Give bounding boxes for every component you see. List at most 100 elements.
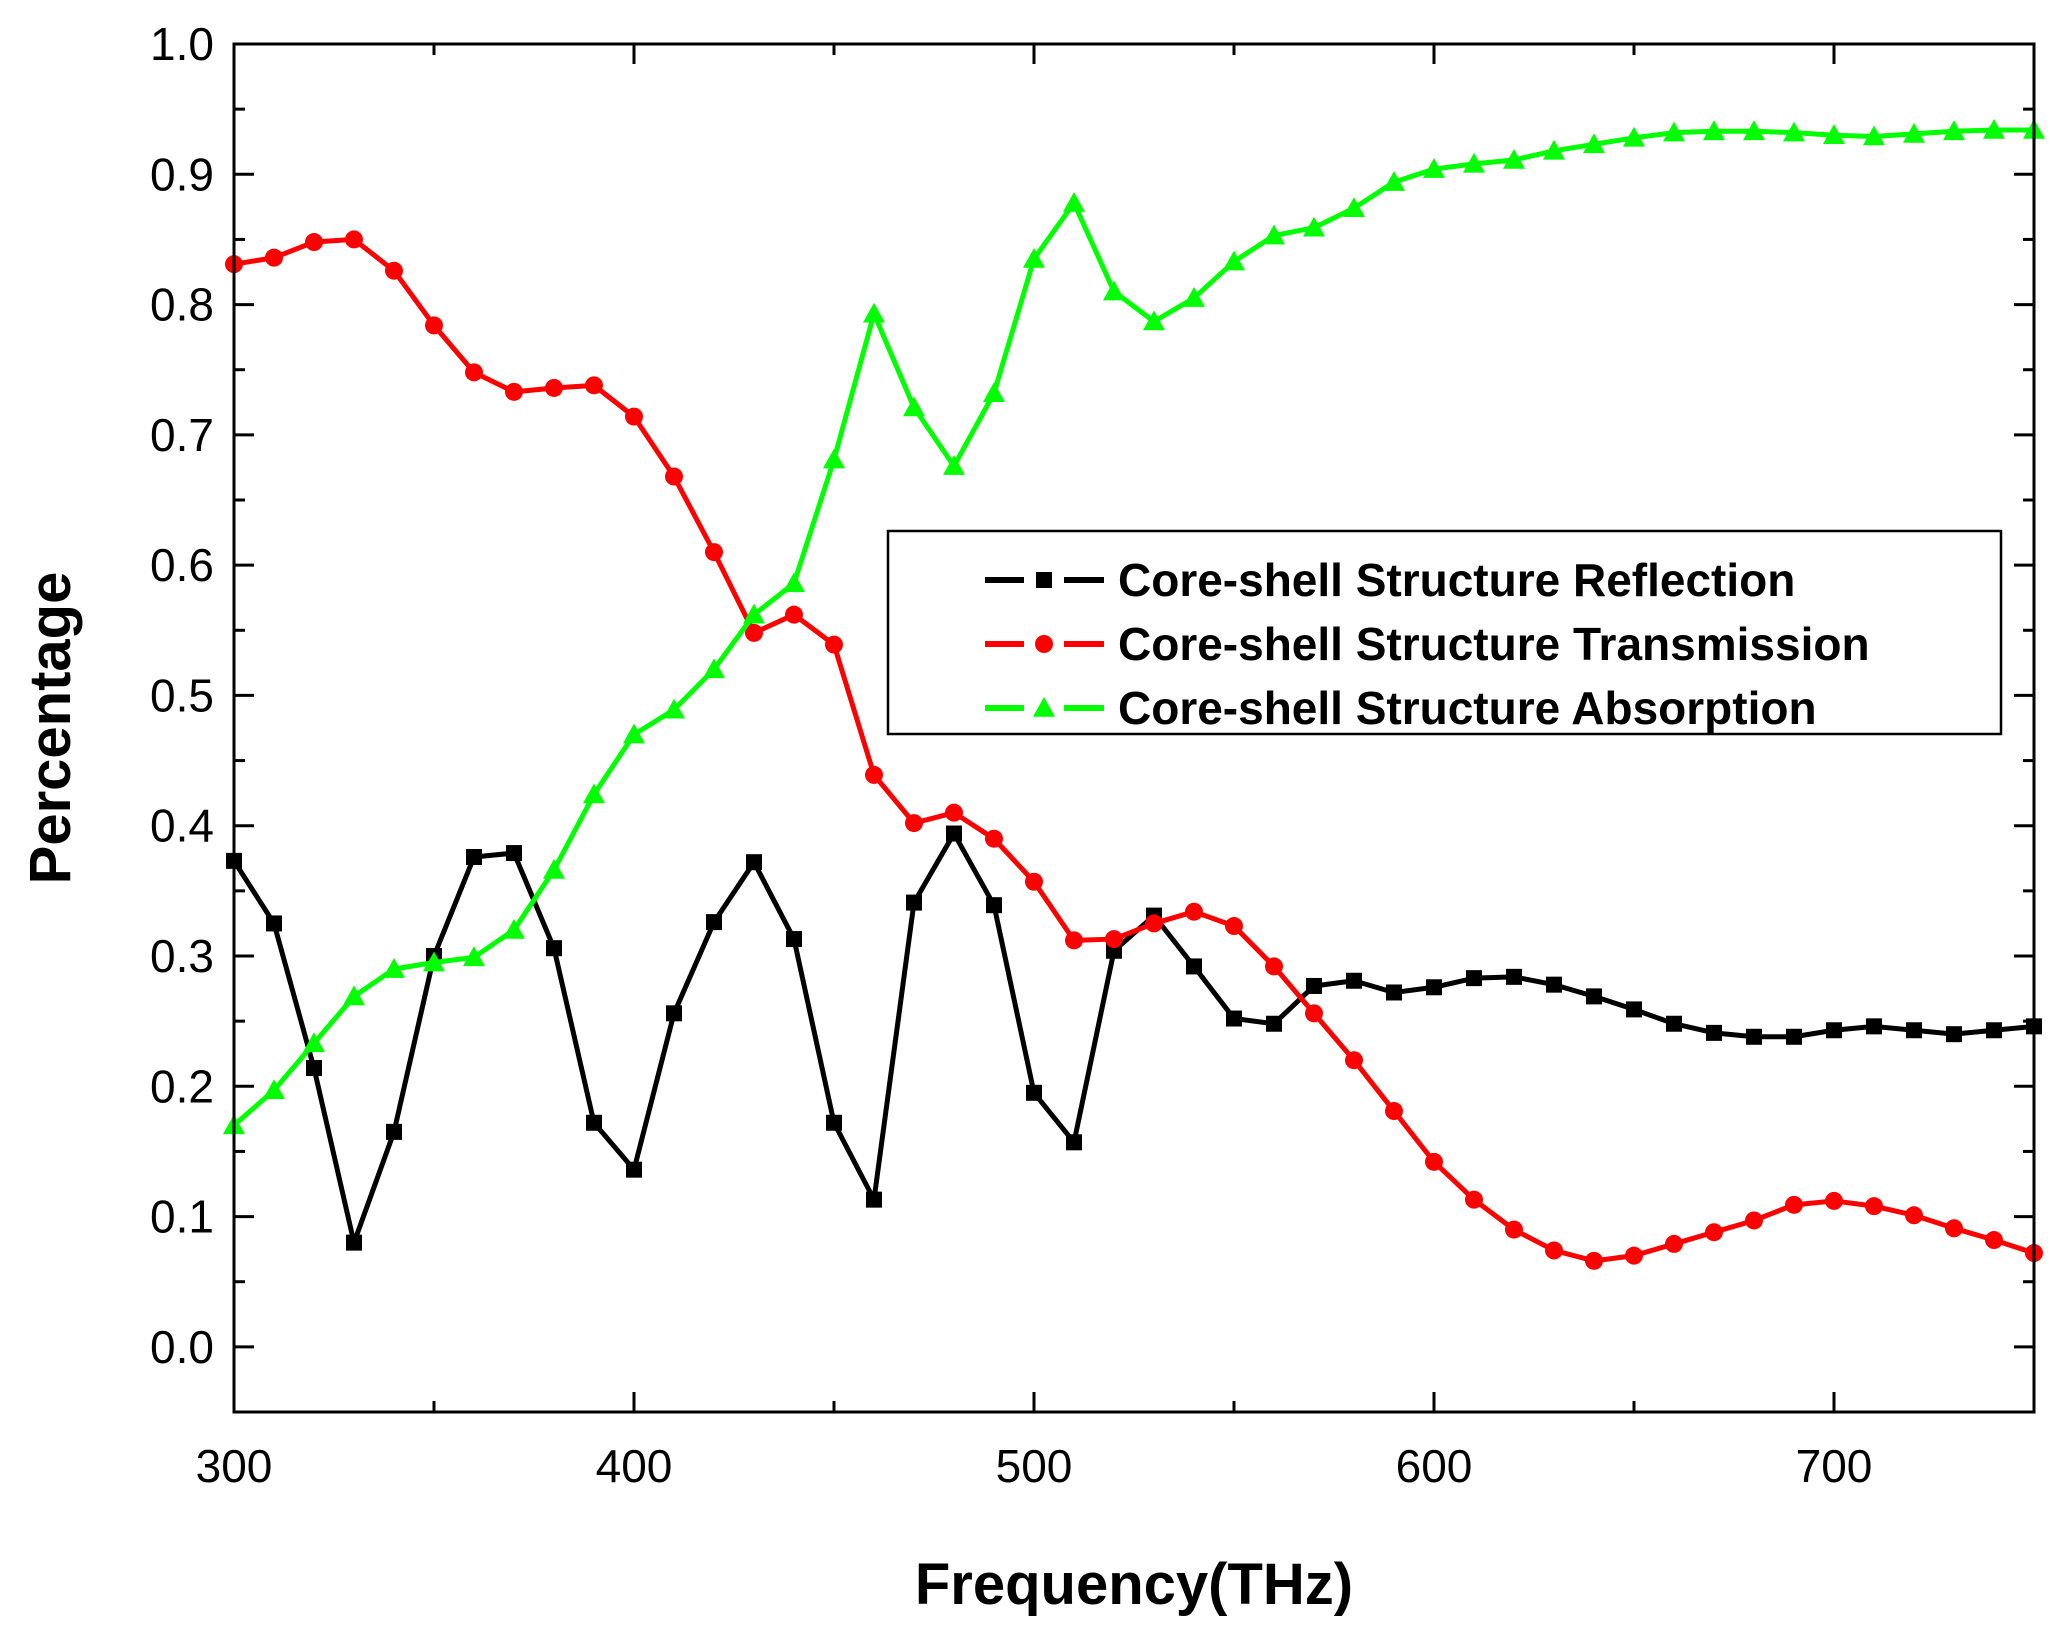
data-point-transmission	[1305, 1004, 1323, 1023]
data-point-reflection	[1986, 1022, 2002, 1039]
data-point-reflection	[1546, 976, 1562, 993]
plot-frame	[232, 42, 2036, 1414]
legend-swatch-marker	[1033, 697, 1055, 717]
data-point-absorption	[1743, 120, 1765, 141]
data-point-reflection	[946, 825, 962, 842]
data-point-absorption	[1103, 280, 1125, 301]
data-point-transmission	[1345, 1051, 1363, 1070]
data-point-reflection	[746, 854, 762, 871]
data-point-transmission	[1825, 1191, 1843, 1210]
legend-label-transmission: Core-shell Structure Transmission	[1118, 618, 1870, 670]
legend-item-absorption: Core-shell Structure Absorption	[985, 682, 1817, 734]
data-point-reflection	[506, 845, 522, 862]
data-point-transmission	[345, 230, 363, 249]
x-tick-label: 600	[1396, 1440, 1473, 1492]
data-point-reflection	[1266, 1015, 1282, 1032]
data-point-reflection	[1186, 958, 1202, 975]
series-line-transmission	[233, 236, 2035, 1264]
data-point-absorption	[463, 946, 485, 967]
data-point-reflection	[1466, 970, 1482, 987]
data-point-reflection	[1786, 1028, 1802, 1045]
legend-box	[886, 529, 2003, 736]
data-point-reflection	[866, 1191, 882, 1208]
y-tick-label: 0.2	[150, 1060, 214, 1112]
data-point-transmission	[945, 803, 963, 822]
data-point-absorption	[783, 572, 805, 593]
data-point-transmission	[1625, 1246, 1643, 1265]
series-transmission	[225, 230, 2043, 1270]
data-point-transmission	[665, 467, 683, 486]
data-point-transmission	[265, 248, 283, 267]
data-point-absorption	[583, 783, 605, 804]
x-tick-label: 700	[1796, 1440, 1873, 1492]
data-point-reflection	[986, 897, 1002, 914]
data-point-transmission	[1105, 930, 1123, 949]
y-tick-label: 1.0	[150, 18, 214, 70]
data-point-absorption	[543, 859, 565, 879]
data-point-absorption	[623, 723, 645, 744]
data-point-transmission	[545, 378, 563, 397]
data-point-transmission	[505, 382, 523, 401]
y-tick-label: 0.1	[150, 1191, 214, 1243]
data-point-absorption	[983, 382, 1005, 402]
legend: Core-shell Structure Reflection Core-shel…	[886, 529, 2003, 736]
data-point-reflection	[1346, 972, 1362, 989]
data-point-absorption	[503, 918, 525, 939]
data-point-reflection	[906, 894, 922, 911]
data-point-transmission	[1585, 1251, 1603, 1270]
data-point-absorption	[943, 455, 965, 475]
series-reflection	[226, 825, 2042, 1251]
data-point-reflection	[1586, 988, 1602, 1005]
data-point-reflection	[786, 931, 802, 948]
data-point-transmission	[425, 316, 443, 335]
y-tick-label: 0.4	[150, 800, 214, 852]
data-point-transmission	[585, 376, 603, 395]
data-point-absorption	[1783, 121, 1805, 142]
data-point-reflection	[1626, 1001, 1642, 1018]
x-axis-title: Frequency(THz)	[915, 1552, 1353, 1617]
data-point-absorption	[903, 396, 925, 417]
data-point-transmission	[865, 765, 883, 784]
data-point-absorption	[1583, 133, 1605, 154]
data-series	[223, 118, 2045, 1270]
data-point-absorption	[663, 698, 685, 719]
data-point-reflection	[1666, 1015, 1682, 1032]
data-point-reflection	[1746, 1028, 1762, 1045]
data-point-reflection	[346, 1234, 362, 1251]
data-point-reflection	[1426, 979, 1442, 996]
data-point-reflection	[266, 915, 282, 932]
data-point-reflection	[1706, 1024, 1722, 1041]
y-tick-label: 0.6	[150, 539, 214, 591]
data-point-transmission	[1465, 1190, 1483, 1209]
data-point-transmission	[465, 363, 483, 382]
data-point-transmission	[385, 261, 403, 280]
data-point-transmission	[1065, 931, 1083, 950]
data-point-absorption	[1903, 122, 1925, 143]
data-point-absorption	[343, 985, 365, 1006]
legend-item-transmission: Core-shell Structure Transmission	[985, 618, 1870, 670]
data-point-transmission	[745, 623, 763, 642]
data-point-transmission	[305, 233, 323, 252]
data-point-absorption	[743, 603, 765, 624]
x-tick-label: 300	[196, 1440, 273, 1492]
data-point-reflection	[626, 1161, 642, 1178]
data-point-transmission	[1865, 1197, 1883, 1216]
data-point-transmission	[1985, 1231, 2003, 1250]
data-point-absorption	[823, 448, 845, 469]
y-tick-label: 0.7	[150, 409, 214, 461]
data-point-absorption	[1023, 247, 1045, 268]
data-point-absorption	[1823, 124, 1845, 144]
data-point-absorption	[1663, 121, 1685, 142]
data-point-reflection	[1946, 1026, 1962, 1043]
data-point-reflection	[546, 940, 562, 957]
legend-item-reflection: Core-shell Structure Reflection	[985, 554, 1795, 606]
series-line-absorption	[232, 127, 2034, 1128]
data-point-absorption	[1143, 310, 1165, 331]
y-tick-label: 0.5	[150, 669, 214, 721]
data-point-transmission	[1945, 1219, 1963, 1238]
data-point-absorption	[1423, 158, 1445, 178]
legend-entries: Core-shell Structure Reflection Core-shel…	[985, 554, 1870, 734]
data-point-absorption	[1463, 152, 1485, 173]
data-point-reflection	[1026, 1084, 1042, 1101]
